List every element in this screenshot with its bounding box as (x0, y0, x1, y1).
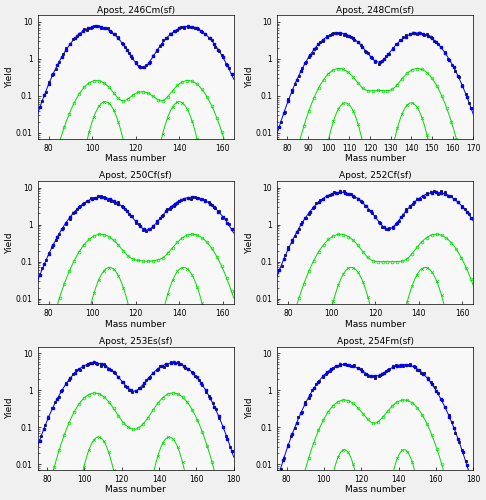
Y-axis label: Yield: Yield (245, 398, 254, 419)
Y-axis label: Yield: Yield (5, 398, 15, 419)
X-axis label: Mass number: Mass number (105, 154, 166, 163)
X-axis label: Mass number: Mass number (345, 486, 405, 494)
X-axis label: Mass number: Mass number (345, 320, 405, 328)
Y-axis label: Yield: Yield (5, 232, 15, 254)
Title: Apost, 252Cf(sf): Apost, 252Cf(sf) (339, 172, 412, 180)
Y-axis label: Yield: Yield (245, 66, 254, 88)
Title: Apost, 250Cf(sf): Apost, 250Cf(sf) (99, 172, 172, 180)
Title: Apost, 246Cm(sf): Apost, 246Cm(sf) (97, 6, 175, 15)
Title: Apost, 248Cm(sf): Apost, 248Cm(sf) (336, 6, 414, 15)
X-axis label: Mass number: Mass number (345, 154, 405, 163)
X-axis label: Mass number: Mass number (105, 320, 166, 328)
X-axis label: Mass number: Mass number (105, 486, 166, 494)
Title: Apost, 254Fm(sf): Apost, 254Fm(sf) (337, 337, 414, 346)
Y-axis label: Yield: Yield (5, 66, 15, 88)
Title: Apost, 253Es(sf): Apost, 253Es(sf) (99, 337, 173, 346)
Y-axis label: Yield: Yield (245, 232, 254, 254)
